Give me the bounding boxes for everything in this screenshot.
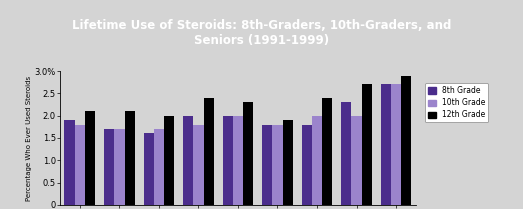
Bar [104, 129, 115, 205]
Bar [243, 102, 253, 205]
Bar [64, 120, 75, 205]
Legend: 8th Grade, 10th Grade, 12th Grade: 8th Grade, 10th Grade, 12th Grade [425, 83, 488, 122]
Bar [322, 98, 333, 205]
Bar [341, 102, 351, 205]
Bar [154, 129, 164, 205]
Bar [143, 134, 154, 205]
Bar [223, 116, 233, 205]
Bar [124, 111, 135, 205]
Bar [361, 84, 372, 205]
Bar [391, 84, 401, 205]
Bar [233, 116, 243, 205]
Bar [164, 116, 174, 205]
Bar [312, 116, 322, 205]
Bar [351, 116, 361, 205]
Bar [85, 111, 95, 205]
Text: Lifetime Use of Steroids: 8th-Graders, 10th-Graders, and
Seniors (1991-1999): Lifetime Use of Steroids: 8th-Graders, 1… [72, 19, 451, 47]
Y-axis label: Percentage Who Ever Used Steroids: Percentage Who Ever Used Steroids [26, 75, 32, 200]
Bar [262, 125, 272, 205]
Bar [203, 98, 214, 205]
Bar [183, 116, 194, 205]
Bar [381, 84, 391, 205]
Bar [194, 125, 203, 205]
Bar [75, 125, 85, 205]
Bar [282, 120, 293, 205]
Bar [401, 75, 412, 205]
Bar [115, 129, 124, 205]
Bar [272, 125, 282, 205]
Bar [302, 125, 312, 205]
